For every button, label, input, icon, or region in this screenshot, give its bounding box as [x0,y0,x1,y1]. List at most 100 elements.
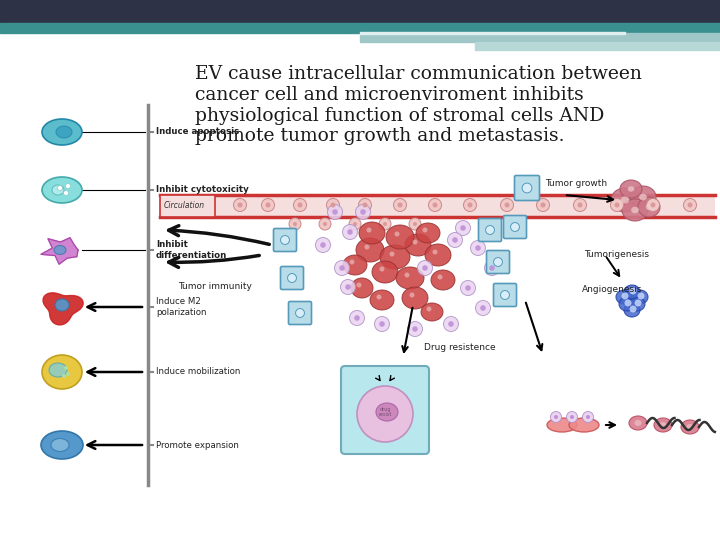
Ellipse shape [343,255,367,275]
Circle shape [297,202,302,207]
Text: Drug resistence: Drug resistence [424,343,496,352]
FancyBboxPatch shape [503,215,526,239]
Ellipse shape [42,355,82,389]
Circle shape [357,386,413,442]
Ellipse shape [56,126,72,138]
Ellipse shape [376,403,398,421]
Bar [0,0,720,24]
Ellipse shape [681,420,699,434]
Ellipse shape [616,290,632,304]
Ellipse shape [622,199,648,221]
Circle shape [467,202,472,207]
Ellipse shape [356,238,384,262]
Circle shape [58,186,63,191]
Circle shape [577,202,582,207]
Circle shape [418,260,433,275]
Circle shape [379,321,384,327]
Circle shape [637,293,644,300]
Ellipse shape [49,363,67,377]
Circle shape [377,294,382,300]
Circle shape [500,199,513,212]
Ellipse shape [639,194,647,200]
Circle shape [493,258,503,266]
Polygon shape [41,238,78,264]
Ellipse shape [380,245,410,269]
Ellipse shape [624,303,640,317]
Ellipse shape [630,186,656,208]
Text: Promote expansion: Promote expansion [156,441,239,449]
Circle shape [330,202,336,207]
Text: Inhibit cytotoxicity: Inhibit cytotoxicity [156,186,248,194]
Bar [0,23,345,33]
Ellipse shape [386,225,414,249]
FancyBboxPatch shape [281,267,304,289]
Ellipse shape [629,297,645,311]
Circle shape [614,202,619,207]
Circle shape [341,280,356,294]
Circle shape [582,411,593,422]
Ellipse shape [621,197,629,204]
Circle shape [320,242,325,248]
Circle shape [349,260,354,265]
Circle shape [335,260,349,275]
Circle shape [650,202,655,207]
Circle shape [554,415,558,419]
Circle shape [426,307,431,312]
Circle shape [326,199,340,212]
Circle shape [422,265,428,271]
Circle shape [374,316,390,332]
Text: Tumor growth: Tumor growth [545,179,607,187]
Bar [160,195,215,217]
Ellipse shape [611,188,639,212]
Bar [345,23,720,33]
Bar [360,33,720,42]
Circle shape [64,366,68,370]
Circle shape [634,300,642,307]
Ellipse shape [396,267,424,289]
Ellipse shape [634,420,642,426]
Circle shape [266,202,271,207]
Circle shape [66,184,71,188]
Circle shape [364,245,369,249]
FancyBboxPatch shape [289,301,312,325]
Circle shape [343,225,358,240]
Circle shape [688,202,693,207]
Ellipse shape [416,223,440,243]
Text: Angiogenesis: Angiogenesis [582,285,642,294]
Ellipse shape [654,418,672,432]
Circle shape [356,282,361,287]
Circle shape [319,218,331,230]
Circle shape [353,222,357,226]
Circle shape [379,267,384,272]
Circle shape [465,285,471,291]
Ellipse shape [41,431,83,459]
Circle shape [383,222,387,226]
Ellipse shape [660,422,667,428]
Circle shape [394,199,407,212]
Ellipse shape [638,197,660,217]
Circle shape [332,209,338,215]
Text: Inhibit
differentiation: Inhibit differentiation [156,240,228,260]
Circle shape [413,240,418,245]
Ellipse shape [547,418,577,432]
Ellipse shape [370,290,394,310]
Ellipse shape [42,119,82,145]
Circle shape [294,199,307,212]
Circle shape [412,326,418,332]
Circle shape [423,227,428,233]
Circle shape [570,415,574,419]
Circle shape [452,237,458,243]
Circle shape [574,199,587,212]
Circle shape [551,411,562,422]
Bar [360,32,625,34]
Ellipse shape [632,290,648,304]
Ellipse shape [372,261,398,283]
Text: EV cause intracellular communication between
cancer cell and microenviroment inh: EV cause intracellular communication bet… [195,65,642,145]
Circle shape [413,222,417,226]
Circle shape [456,220,470,235]
Ellipse shape [405,234,431,256]
Circle shape [629,287,636,294]
Circle shape [461,280,475,295]
Circle shape [261,199,274,212]
Ellipse shape [402,287,428,309]
